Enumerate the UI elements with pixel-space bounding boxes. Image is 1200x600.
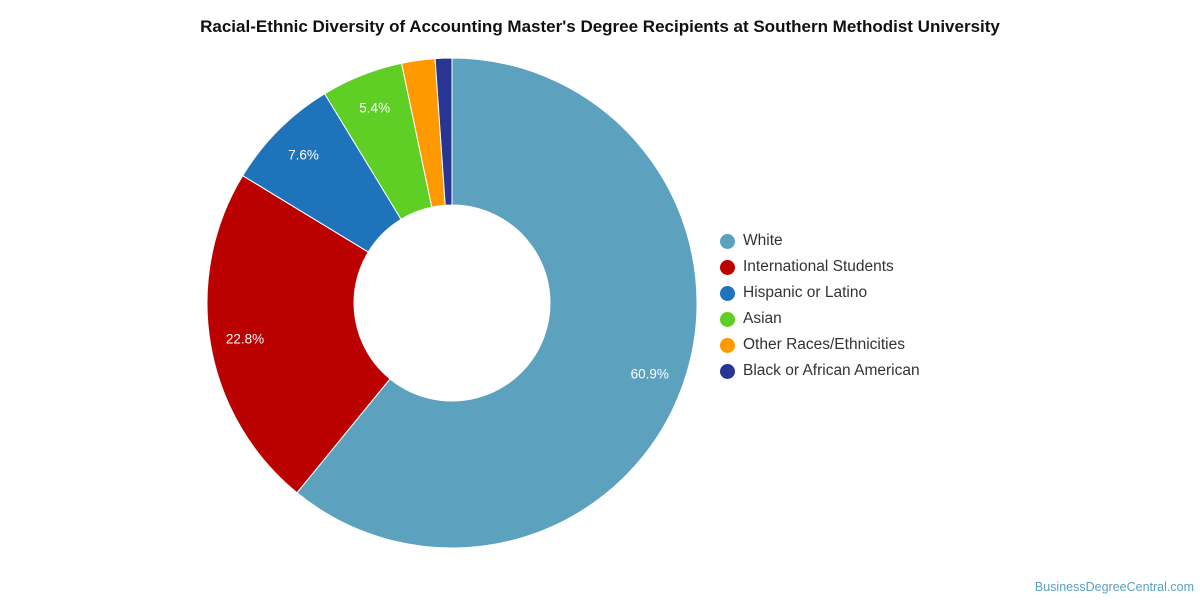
data-label: 60.9% <box>631 367 669 382</box>
legend-swatch-icon <box>720 285 735 301</box>
chart-title: Racial-Ethnic Diversity of Accounting Ma… <box>200 17 1000 36</box>
legend-item[interactable]: Hispanic or Latino <box>720 280 920 306</box>
legend-swatch-icon <box>720 337 735 353</box>
data-label: 7.6% <box>288 148 319 163</box>
legend-swatch-icon <box>720 233 735 249</box>
legend-item[interactable]: Asian <box>720 306 920 332</box>
legend-label: Black or African American <box>743 362 920 379</box>
slice-white[interactable] <box>296 57 698 549</box>
slice-international-students[interactable] <box>206 174 391 494</box>
legend-label: Other Races/Ethnicities <box>743 336 905 353</box>
legend-item[interactable]: International Students <box>720 254 920 280</box>
legend-item[interactable]: Black or African American <box>720 358 920 384</box>
data-label: 22.8% <box>226 331 264 346</box>
legend-swatch-icon <box>720 259 735 275</box>
legend: White International Students Hispanic or L… <box>720 228 920 384</box>
legend-swatch-icon <box>720 311 735 327</box>
legend-item[interactable]: White <box>720 228 920 254</box>
legend-item[interactable]: Other Races/Ethnicities <box>720 332 920 358</box>
legend-label: International Students <box>743 258 894 275</box>
legend-label: White <box>743 232 783 249</box>
data-label: 5.4% <box>359 101 390 116</box>
slice-black-or-african-american[interactable] <box>434 57 453 206</box>
legend-label: Hispanic or Latino <box>743 284 868 301</box>
legend-swatch-icon <box>720 363 735 379</box>
legend-label: Asian <box>743 310 782 327</box>
source-credit[interactable]: BusinessDegreeCentral.com <box>1034 580 1194 594</box>
